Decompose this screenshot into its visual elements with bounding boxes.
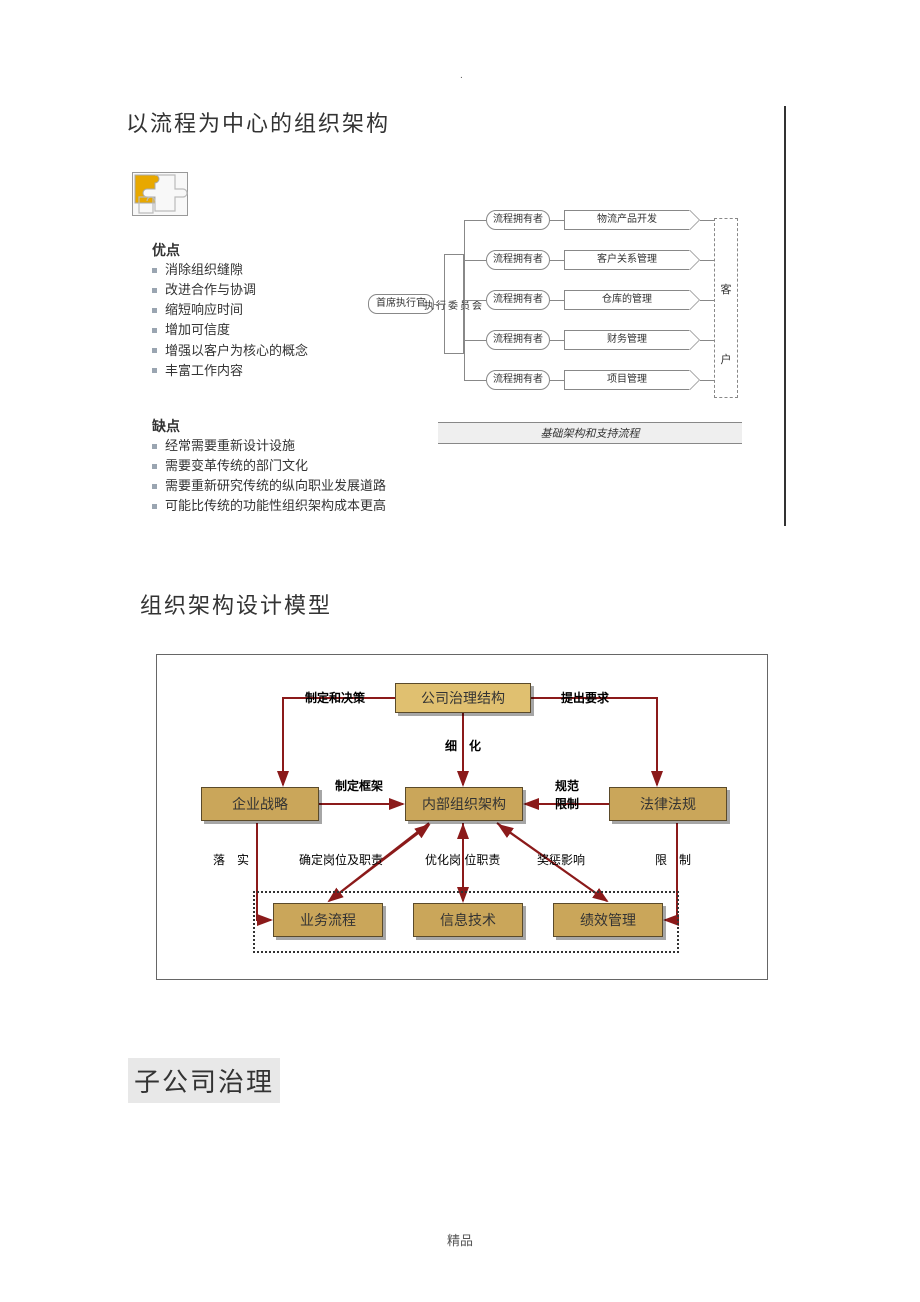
process-owner-box: 流程拥有者 — [486, 330, 550, 350]
dashed-group — [253, 891, 679, 953]
list-item-text: 改进合作与协调 — [165, 280, 256, 300]
slide2-diagram: 公司治理结构 企业战略 内部组织架构 法律法规 业务流程 信息技术 绩效管理 制… — [156, 654, 768, 980]
connector-line — [464, 300, 486, 301]
bullet-icon — [152, 348, 157, 353]
label-mid-right1: 规范 — [555, 777, 579, 794]
connector-line — [550, 380, 564, 381]
process-box: 项目管理 — [564, 370, 690, 390]
connector-line — [464, 260, 486, 261]
page-footer: 精品 — [0, 1230, 920, 1249]
label-down4: 奖惩影响 — [537, 851, 585, 868]
label-mid-left: 制定框架 — [335, 777, 383, 794]
connector-line — [464, 220, 486, 221]
puzzle-icon — [132, 172, 188, 216]
label-top-center: 细 化 — [445, 737, 481, 754]
node-strategy: 企业战略 — [201, 787, 319, 821]
bullet-icon — [152, 268, 157, 273]
process-box: 物流产品开发 — [564, 210, 690, 230]
list-item: 经常需要重新设计设施 — [152, 436, 386, 456]
connector-line — [700, 300, 714, 301]
process-box: 仓库的管理 — [564, 290, 690, 310]
process-box: 客户关系管理 — [564, 250, 690, 270]
disadvantages-label: 缺点 — [152, 416, 180, 436]
list-item-text: 可能比传统的功能性组织架构成本更高 — [165, 496, 386, 516]
label-down1: 落 实 — [213, 851, 249, 868]
list-item-text: 需要变革传统的部门文化 — [165, 456, 308, 476]
list-item: 需要重新研究传统的纵向职业发展道路 — [152, 476, 386, 496]
list-item-text: 缩短响应时间 — [165, 300, 243, 320]
connector-line — [700, 340, 714, 341]
connector-line — [550, 220, 564, 221]
process-box: 财务管理 — [564, 330, 690, 350]
bullet-icon — [152, 464, 157, 469]
process-owner-box: 流程拥有者 — [486, 210, 550, 230]
customer-box: 客户 — [714, 218, 738, 398]
slide3-title: 子公司治理 — [128, 1058, 280, 1103]
node-internal-org: 内部组织架构 — [405, 787, 523, 821]
node-governance: 公司治理结构 — [395, 683, 531, 713]
bullet-icon — [152, 308, 157, 313]
process-owner-box: 流程拥有者 — [486, 290, 550, 310]
bullet-icon — [152, 328, 157, 333]
bullet-icon — [152, 484, 157, 489]
label-down2: 确定岗位及职责 — [299, 851, 383, 868]
list-item: 可能比传统的功能性组织架构成本更高 — [152, 496, 386, 516]
list-item-text: 消除组织缝隙 — [165, 260, 243, 280]
label-down3: 优化岗 位职责 — [425, 851, 500, 868]
list-item-text: 丰富工作内容 — [165, 361, 243, 381]
connector-line — [464, 380, 486, 381]
advantages-list: 消除组织缝隙改进合作与协调缩短响应时间增加可信度增强以客户为核心的概念丰富工作内… — [152, 260, 308, 381]
infrastructure-box: 基础架构和支持流程 — [438, 422, 742, 444]
disadvantages-list: 经常需要重新设计设施需要变革传统的部门文化需要重新研究传统的纵向职业发展道路可能… — [152, 436, 386, 517]
list-item-text: 需要重新研究传统的纵向职业发展道路 — [165, 476, 386, 496]
list-item: 增加可信度 — [152, 320, 308, 340]
bullet-icon — [152, 444, 157, 449]
org-diagram: 首席执行官 执行委员会 客户 基础架构和支持流程 流程拥有者物流产品开发流程拥有… — [368, 194, 778, 464]
process-owner-box: 流程拥有者 — [486, 250, 550, 270]
list-item-text: 增强以客户为核心的概念 — [165, 341, 308, 361]
list-item-text: 经常需要重新设计设施 — [165, 436, 295, 456]
list-item: 消除组织缝隙 — [152, 260, 308, 280]
label-mid-right2: 限制 — [555, 795, 579, 812]
list-item: 缩短响应时间 — [152, 300, 308, 320]
page-top-dot: . — [460, 70, 463, 81]
connector-line — [550, 340, 564, 341]
list-item: 增强以客户为核心的概念 — [152, 341, 308, 361]
advantages-label: 优点 — [152, 240, 180, 260]
list-item: 丰富工作内容 — [152, 361, 308, 381]
process-owner-box: 流程拥有者 — [486, 370, 550, 390]
connector-line — [700, 220, 714, 221]
bullet-icon — [152, 368, 157, 373]
slide1-container: 以流程为中心的组织架构 优点 消除组织缝隙改进合作与协调缩短响应时间增加可信度增… — [126, 106, 786, 526]
list-item: 改进合作与协调 — [152, 280, 308, 300]
connector-line — [464, 340, 486, 341]
connector-line — [700, 260, 714, 261]
label-top-right: 提出要求 — [561, 689, 609, 706]
exec-committee-box: 执行委员会 — [444, 254, 464, 354]
connector-line — [550, 260, 564, 261]
connector-line — [700, 380, 714, 381]
slide1-title: 以流程为中心的组织架构 — [126, 106, 784, 138]
node-law: 法律法规 — [609, 787, 727, 821]
bullet-icon — [152, 288, 157, 293]
connector-line — [550, 300, 564, 301]
slide2-title: 组织架构设计模型 — [140, 588, 332, 620]
connector-line — [464, 220, 465, 380]
connector-line — [434, 304, 444, 305]
label-down5: 限 制 — [655, 851, 691, 868]
label-top-left: 制定和决策 — [305, 689, 365, 706]
list-item: 需要变革传统的部门文化 — [152, 456, 386, 476]
list-item-text: 增加可信度 — [165, 320, 230, 340]
bullet-icon — [152, 504, 157, 509]
